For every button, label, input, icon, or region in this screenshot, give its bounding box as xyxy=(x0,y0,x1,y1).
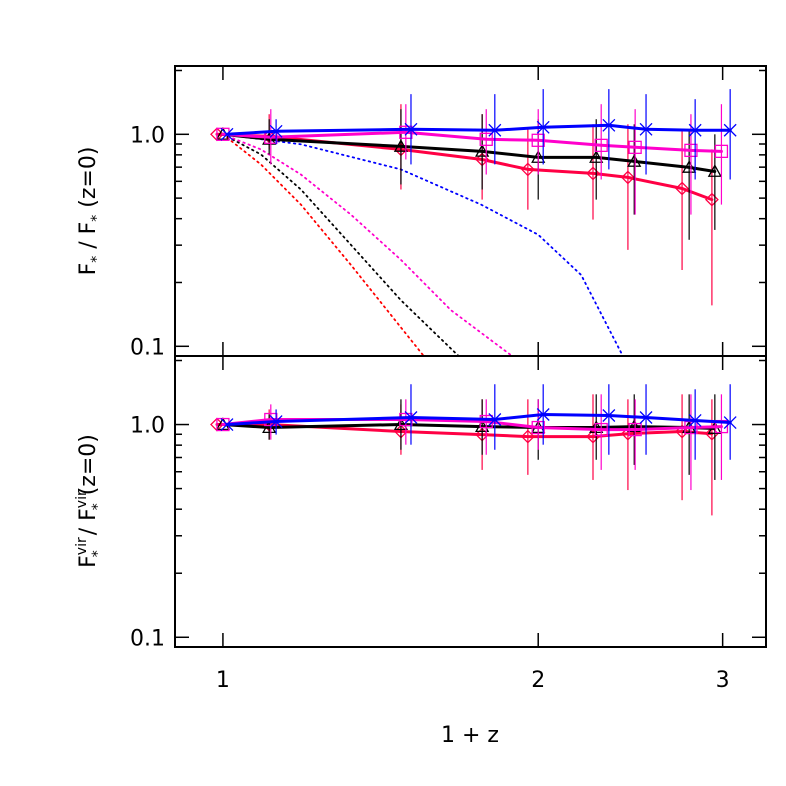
marker xyxy=(475,144,490,157)
marker xyxy=(475,419,490,433)
marker xyxy=(220,127,234,141)
marker xyxy=(393,417,409,430)
label-part: vir xyxy=(74,537,90,555)
marker xyxy=(723,416,737,429)
marker xyxy=(723,123,737,137)
label-part: (z=0) xyxy=(76,147,101,215)
marker xyxy=(393,139,409,152)
model-curve xyxy=(222,133,425,356)
marker xyxy=(269,415,283,429)
plot-frame xyxy=(174,355,767,648)
marker xyxy=(404,122,418,136)
marker xyxy=(536,408,550,421)
series-line xyxy=(225,123,732,136)
model-curve xyxy=(222,133,460,356)
model-curve xyxy=(222,133,514,356)
label-part: / F xyxy=(76,508,101,542)
label-part: F xyxy=(76,555,101,568)
label-part: * xyxy=(89,215,105,222)
marker xyxy=(688,123,702,137)
label-part: * xyxy=(90,550,106,557)
marker xyxy=(399,125,413,139)
marker xyxy=(404,411,418,424)
marker xyxy=(704,192,719,207)
x-tick-label: 3 xyxy=(716,668,730,693)
marker xyxy=(520,429,535,444)
marker xyxy=(628,422,642,437)
marker xyxy=(682,160,697,173)
marker xyxy=(531,420,545,435)
marker xyxy=(220,418,234,432)
marker xyxy=(675,181,689,196)
marker xyxy=(531,133,545,147)
plot-frame xyxy=(174,65,767,357)
marker xyxy=(628,140,642,154)
marker xyxy=(688,414,702,427)
label-part: vir xyxy=(74,490,90,508)
marker xyxy=(602,118,616,132)
marker xyxy=(620,170,635,185)
series-line xyxy=(215,132,714,202)
marker xyxy=(586,429,600,444)
marker xyxy=(479,132,493,146)
label-part: / F xyxy=(76,222,101,256)
marker xyxy=(488,123,502,137)
marker xyxy=(536,120,550,134)
marker xyxy=(589,150,604,163)
panel xyxy=(210,384,737,516)
marker xyxy=(684,143,698,158)
label-part: * xyxy=(89,256,105,263)
marker xyxy=(488,413,502,426)
series-line xyxy=(221,130,723,153)
marker xyxy=(594,138,608,152)
panel xyxy=(210,89,737,356)
y-tick-label: 0.1 xyxy=(130,626,165,651)
marker xyxy=(714,144,729,159)
marker xyxy=(520,162,535,177)
x-tick-label: 2 xyxy=(531,668,545,693)
marker xyxy=(586,166,600,181)
label-part: * xyxy=(90,503,106,510)
marker xyxy=(399,412,413,427)
x-tick-label: 1 xyxy=(216,668,230,693)
marker xyxy=(264,412,278,427)
marker xyxy=(262,420,277,433)
marker xyxy=(707,164,722,177)
marker xyxy=(627,154,642,167)
y-tick-label: 1.0 xyxy=(130,414,165,439)
label-part: (z=0) xyxy=(76,434,101,495)
y-tick-label: 1.0 xyxy=(130,123,165,148)
marker xyxy=(639,122,653,136)
marker xyxy=(675,424,689,439)
marker xyxy=(639,411,653,424)
marker xyxy=(269,124,283,138)
label-part: F xyxy=(76,263,101,276)
marker xyxy=(627,419,642,433)
x-axis-label: 1 + z xyxy=(441,723,499,748)
model-curve xyxy=(222,133,624,356)
y-axis-label: Fvir* / Fvir*(z=0) xyxy=(74,434,106,568)
marker xyxy=(589,420,604,433)
y-axis-label: F* / F* (z=0) xyxy=(76,147,105,276)
marker xyxy=(594,422,608,437)
y-tick-label: 0.1 xyxy=(130,335,165,360)
series-line xyxy=(225,412,732,426)
marker xyxy=(602,409,616,422)
